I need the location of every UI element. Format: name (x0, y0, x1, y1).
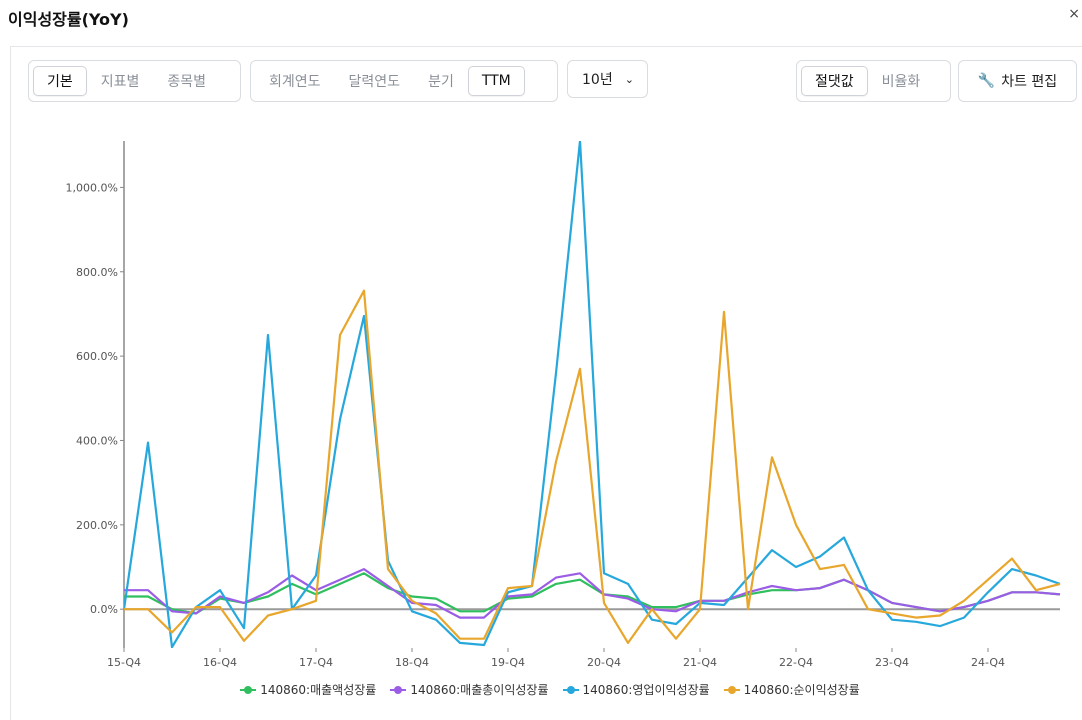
series-line-1 (124, 567, 1061, 619)
legend-label: 140860:순이익성장률 (743, 683, 860, 697)
chevron-down-icon: ⌄ (624, 72, 634, 86)
legend-swatch-icon (390, 685, 407, 695)
scale-toggle-group: 절댓값 비율화 (796, 60, 951, 102)
x-tick-label: 21-Q4 (683, 656, 717, 669)
legend-swatch-icon (562, 685, 579, 695)
legend-label: 140860:매출액성장률 (260, 683, 377, 697)
close-icon[interactable]: × (1068, 6, 1080, 22)
view-option-1[interactable]: 지표별 (100, 74, 140, 90)
chart-edit-label: 차트 편집 (1001, 74, 1058, 90)
chart-edit-button[interactable]: 🔧 차트 편집 (958, 60, 1077, 102)
legend-swatch-icon (723, 685, 740, 695)
view-toggle-group: 기본 지표별 종목별 (28, 60, 241, 102)
x-tick-label: 22-Q4 (779, 656, 813, 669)
wrench-icon: 🔧 (977, 73, 996, 89)
view-option-2[interactable]: 종목별 (167, 74, 207, 90)
x-tick-label: 17-Q4 (299, 656, 333, 669)
legend-item-0[interactable]: 140860:매출액성장률 (240, 681, 376, 698)
y-tick-label: 400.0% (76, 434, 118, 447)
page-title: 이익성장률(YoY) (8, 10, 129, 29)
series-line-2 (124, 141, 1061, 648)
y-tick-label: 800.0% (76, 266, 118, 279)
range-select-value: 10년 (582, 72, 613, 88)
view-option-0[interactable]: 기본 (33, 66, 87, 96)
range-select[interactable]: 10년 ⌄ (567, 60, 648, 98)
x-tick-label: 23-Q4 (875, 656, 909, 669)
y-tick-label: 600.0% (76, 350, 118, 363)
x-tick-label: 15-Q4 (107, 656, 141, 669)
legend-swatch-icon (240, 685, 257, 695)
period-option-0[interactable]: 회계연도 (269, 74, 321, 90)
chart-legend: 140860:매출액성장률 140860:매출총이익성장률 140860:영업이익성… (0, 681, 1082, 698)
x-tick-label: 16-Q4 (203, 656, 237, 669)
legend-item-2[interactable]: 140860:영업이익성장률 (562, 681, 710, 698)
chart-panel (10, 46, 1082, 720)
y-tick-label: 1,000.0% (66, 181, 118, 194)
series-line-3 (124, 289, 1061, 645)
legend-label: 140860:매출총이익성장률 (410, 683, 549, 697)
scale-option-0[interactable]: 절댓값 (801, 66, 868, 96)
x-tick-label: 18-Q4 (395, 656, 429, 669)
scale-option-1[interactable]: 비율화 (881, 74, 921, 90)
legend-label: 140860:영업이익성장률 (582, 683, 710, 697)
legend-item-3[interactable]: 140860:순이익성장률 (723, 681, 860, 698)
period-option-2[interactable]: 분기 (428, 74, 454, 90)
legend-item-1[interactable]: 140860:매출총이익성장률 (390, 681, 549, 698)
x-tick-label: 19-Q4 (491, 656, 525, 669)
period-option-1[interactable]: 달력연도 (348, 74, 401, 90)
x-tick-label: 20-Q4 (587, 656, 621, 669)
y-tick-label: 200.0% (76, 519, 118, 532)
y-tick-label: 0.0% (90, 603, 118, 616)
x-tick-label: 24-Q4 (971, 656, 1005, 669)
period-toggle-group: 회계연도 달력연도 분기 TTM (250, 60, 558, 102)
period-option-3[interactable]: TTM (467, 66, 525, 96)
